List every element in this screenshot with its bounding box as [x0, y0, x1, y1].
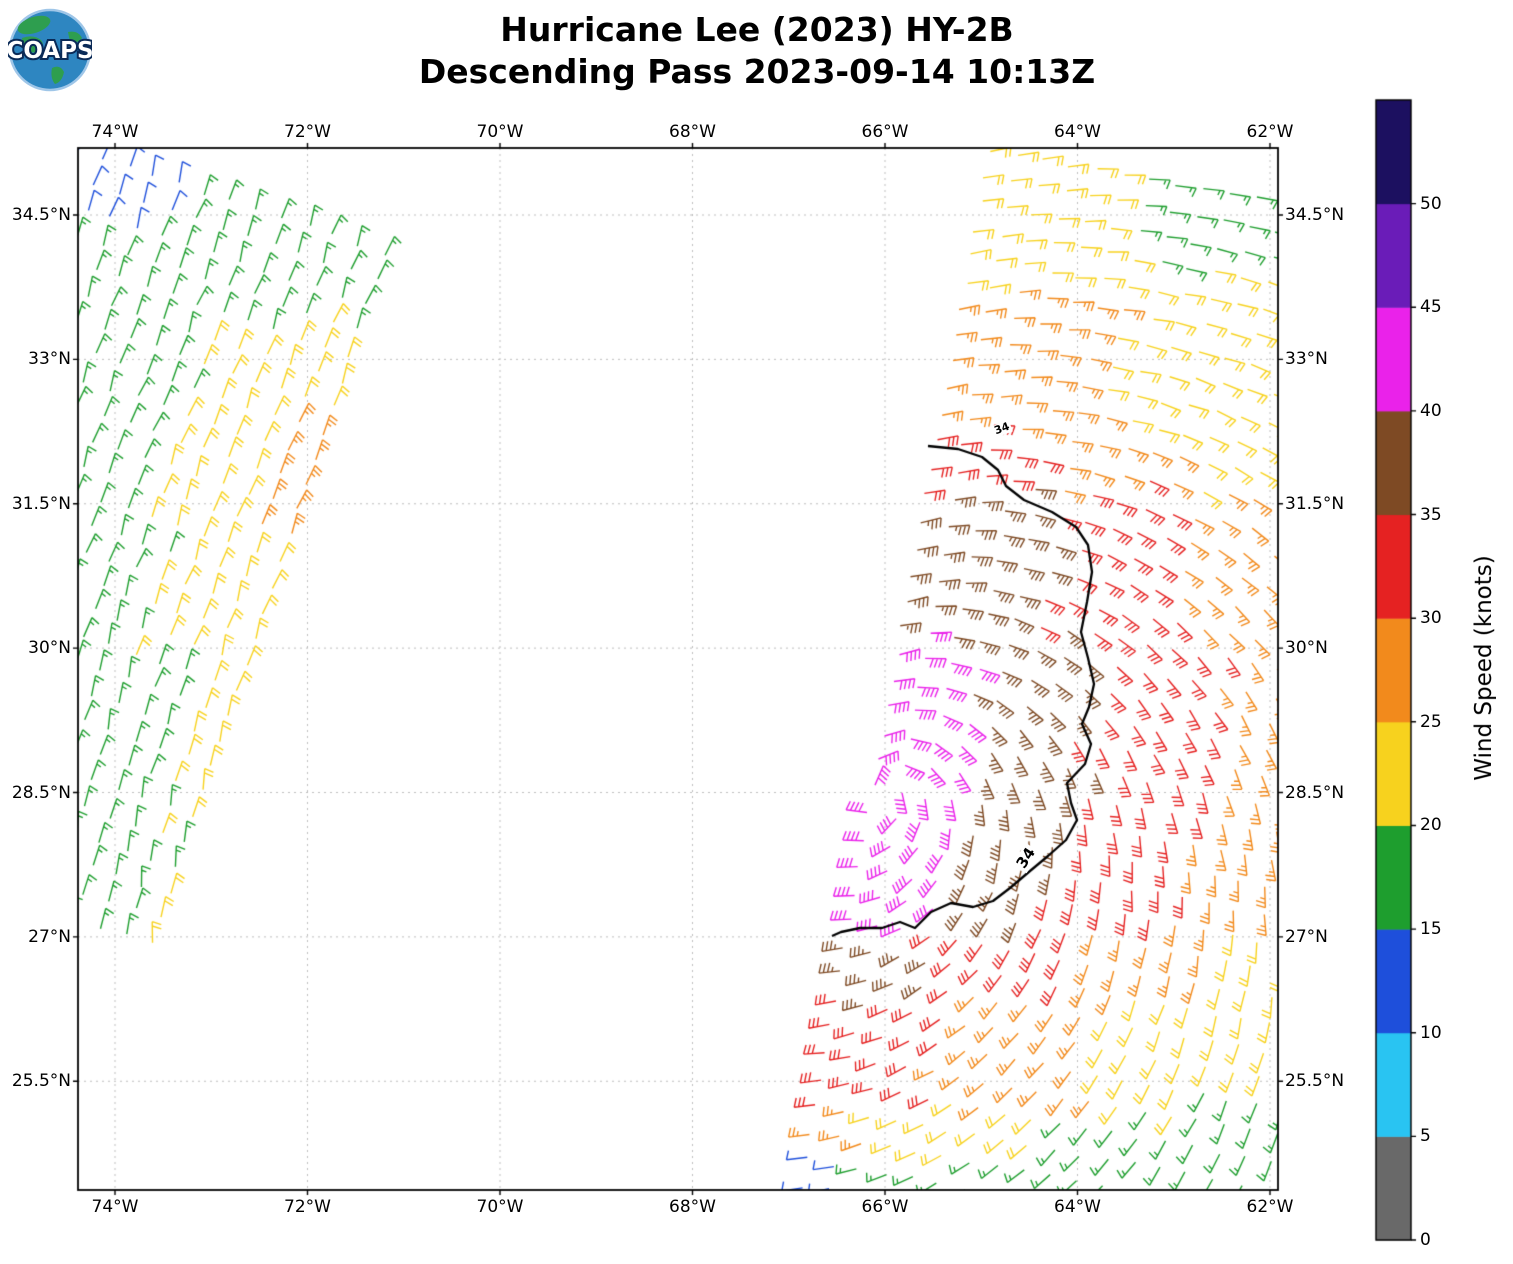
- lon-tick-label-bottom: 62°W: [1246, 1197, 1294, 1217]
- colorbar-tick-label: 25: [1420, 711, 1442, 732]
- lat-tick-label-left: 30°N: [28, 638, 71, 659]
- lon-tick-label-bottom: 68°W: [669, 1197, 716, 1217]
- colorbar-tick-label: 0: [1420, 1230, 1431, 1250]
- lat-tick-label-left: 34.5°N: [11, 205, 71, 225]
- lat-tick-label-left: 33°N: [28, 349, 71, 370]
- lat-tick-label-left: 28.5°N: [11, 782, 71, 803]
- lon-tick-label-bottom: 74°W: [91, 1197, 139, 1217]
- colorbar-tick-label: 30: [1420, 608, 1442, 629]
- lon-tick-label-top: 66°W: [861, 122, 909, 142]
- lat-tick-label-right: 27°N: [1285, 926, 1328, 947]
- colorbar-tick-label: 35: [1420, 504, 1442, 525]
- lat-tick-label-right: 25.5°N: [1285, 1071, 1345, 1092]
- colorbar-tick-label: 20: [1420, 815, 1442, 836]
- lat-tick-label-right: 28.5°N: [1285, 782, 1345, 803]
- lat-tick-label-left: 31.5°N: [11, 493, 71, 514]
- coaps-logo-text: COAPS: [8, 38, 92, 64]
- lon-tick-label-bottom: 72°W: [284, 1197, 331, 1217]
- lat-tick-label-right: 31.5°N: [1285, 493, 1345, 514]
- lat-tick-label-right: 34.5°N: [1285, 205, 1345, 225]
- lat-tick-label-right: 30°N: [1285, 638, 1328, 659]
- colorbar-tick-label: 5: [1420, 1126, 1431, 1147]
- coaps-logo: COAPS: [4, 8, 96, 92]
- plot-title: Hurricane Lee (2023) HY-2B Descending Pa…: [419, 9, 1095, 92]
- plot-title-line2: Descending Pass 2023-09-14 10:13Z: [418, 51, 1096, 91]
- coaps-globe-icon: COAPS: [4, 8, 96, 92]
- lon-tick-label-top: 68°W: [669, 122, 716, 142]
- lon-tick-label-top: 64°W: [1054, 122, 1101, 142]
- lon-tick-label-top: 70°W: [476, 122, 524, 142]
- colorbar-tick-label: 40: [1420, 400, 1442, 421]
- colorbar-tick-label: 45: [1420, 297, 1442, 318]
- colorbar-tick-label: 10: [1420, 1022, 1442, 1043]
- lat-tick-label-right: 33°N: [1285, 349, 1328, 370]
- lat-tick-label-left: 25.5°N: [11, 1071, 71, 1092]
- colorbar-tick-label: 15: [1420, 919, 1442, 940]
- lon-tick-label-bottom: 64°W: [1054, 1197, 1101, 1217]
- lon-tick-label-bottom: 66°W: [861, 1197, 909, 1217]
- colorbar-tick-label: 50: [1420, 193, 1442, 214]
- lon-tick-label-top: 62°W: [1246, 122, 1294, 142]
- lat-tick-label-left: 27°N: [28, 926, 71, 947]
- lon-tick-label-bottom: 70°W: [476, 1197, 524, 1217]
- colorbar-axis-label: Wind Speed (knots): [1471, 555, 1497, 781]
- lon-tick-label-top: 72°W: [284, 122, 331, 142]
- plot-title-line1: Hurricane Lee (2023) HY-2B: [500, 10, 1014, 49]
- lon-tick-label-top: 74°W: [91, 122, 139, 142]
